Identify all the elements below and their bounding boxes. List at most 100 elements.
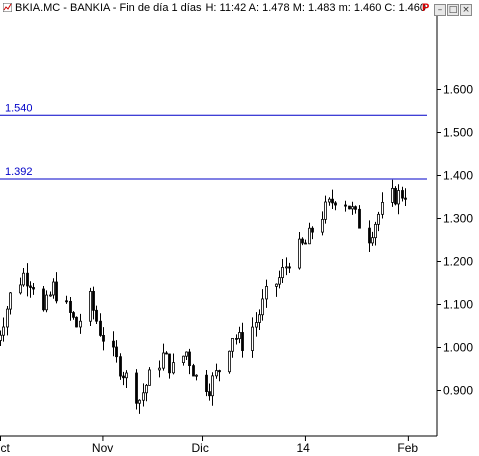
price-bar <box>278 270 281 289</box>
bar-body <box>218 370 221 373</box>
price-bar <box>401 186 404 202</box>
bar-body <box>334 202 337 206</box>
bar-body <box>95 309 98 322</box>
price-bar <box>298 232 301 270</box>
price-bar <box>381 192 384 219</box>
bar-body <box>397 190 400 205</box>
ticker-icon <box>3 3 12 12</box>
bar-body <box>394 187 397 205</box>
bar-body <box>192 365 195 377</box>
x-axis: ctNovDic14FebMarAbrMayJun <box>0 436 418 455</box>
bar-body <box>69 300 72 313</box>
bar-body <box>6 308 9 328</box>
bar-body <box>26 272 29 287</box>
bar-body <box>165 352 168 355</box>
bar-body <box>258 314 261 323</box>
price-bar <box>351 201 354 215</box>
price-bar <box>138 399 141 414</box>
price-bar <box>32 282 35 295</box>
bar-body <box>148 369 151 386</box>
level-labels: 1.540 1.392 <box>5 102 33 178</box>
y-tick-label: 1.000 <box>443 341 473 355</box>
price-bar <box>6 306 9 336</box>
bar-body <box>358 208 361 229</box>
bar-body <box>92 290 95 311</box>
price-bar <box>304 239 307 245</box>
bar-body <box>265 286 268 300</box>
maximize-icon[interactable]: □ <box>447 4 459 16</box>
bar-body <box>29 285 32 288</box>
ohlc-readout: H: 11:42 A: 1.478 M: 1.483 m: 1.460 C: 1… <box>205 2 427 14</box>
price-bar <box>26 263 29 297</box>
y-tick-label: 1.400 <box>443 169 473 183</box>
x-tick-label: Nov <box>92 441 113 455</box>
y-tick-label: 1.100 <box>443 298 473 312</box>
price-bar <box>374 221 377 246</box>
price-bar <box>328 197 331 206</box>
price-bar <box>145 384 148 402</box>
price-bar <box>102 327 105 351</box>
bar-body <box>182 355 185 364</box>
price-bar <box>285 257 288 276</box>
bar-body <box>351 206 354 210</box>
bar-body <box>261 298 264 316</box>
price-bar <box>168 353 171 379</box>
price-bar <box>238 326 241 344</box>
bar-body <box>2 326 5 336</box>
resistance-label: 1.540 <box>5 102 33 114</box>
price-bar <box>334 201 337 211</box>
bar-body <box>125 372 128 379</box>
bar-body <box>162 352 165 369</box>
period-flag[interactable]: P <box>422 2 430 14</box>
bar-body <box>99 320 102 336</box>
price-bar <box>185 351 188 361</box>
price-bar <box>311 226 314 240</box>
price-bar <box>42 285 45 312</box>
price-bar <box>205 370 208 397</box>
bar-body <box>344 204 347 207</box>
bar-body <box>304 242 307 245</box>
price-bar <box>158 360 161 378</box>
x-tick-label: ct <box>1 441 11 455</box>
price-bar <box>215 363 218 379</box>
bar-body <box>55 281 58 302</box>
price-bar <box>19 277 22 295</box>
price-bar <box>308 222 311 245</box>
bar-body <box>348 205 351 210</box>
bar-body <box>102 334 105 342</box>
bar-body <box>168 353 171 374</box>
price-bar <box>115 340 118 363</box>
y-tick-label: 1.500 <box>443 126 473 140</box>
bar-body <box>238 332 241 340</box>
price-bar <box>135 369 138 410</box>
price-bar <box>321 211 324 236</box>
minimize-icon[interactable]: – <box>434 4 446 16</box>
bar-body <box>115 346 118 358</box>
price-bar <box>211 372 214 406</box>
bar-body <box>241 332 244 351</box>
x-tick-label: Feb <box>397 441 418 455</box>
bar-body <box>65 300 68 303</box>
bar-body <box>311 227 314 233</box>
bar-body <box>331 198 334 204</box>
close-icon[interactable]: × <box>460 4 472 16</box>
bar-body <box>22 272 25 286</box>
bar-body <box>255 322 258 328</box>
bar-body <box>251 326 254 351</box>
x-tick-label: 14 <box>296 441 310 455</box>
price-bar <box>9 292 12 315</box>
price-bar <box>112 331 115 357</box>
price-bar <box>354 205 357 214</box>
bar-body <box>9 292 12 310</box>
price-bar <box>192 363 195 377</box>
price-bar <box>79 313 82 334</box>
price-bar <box>331 189 334 210</box>
price-bar <box>162 343 165 371</box>
price-bar <box>275 283 278 297</box>
chart-title: BKIA.MC - BANKIA - Fin de día 1 días <box>15 2 202 14</box>
price-bar <box>72 311 75 320</box>
bar-body <box>228 350 231 373</box>
bar-body <box>288 266 291 269</box>
price-bar <box>358 205 361 229</box>
